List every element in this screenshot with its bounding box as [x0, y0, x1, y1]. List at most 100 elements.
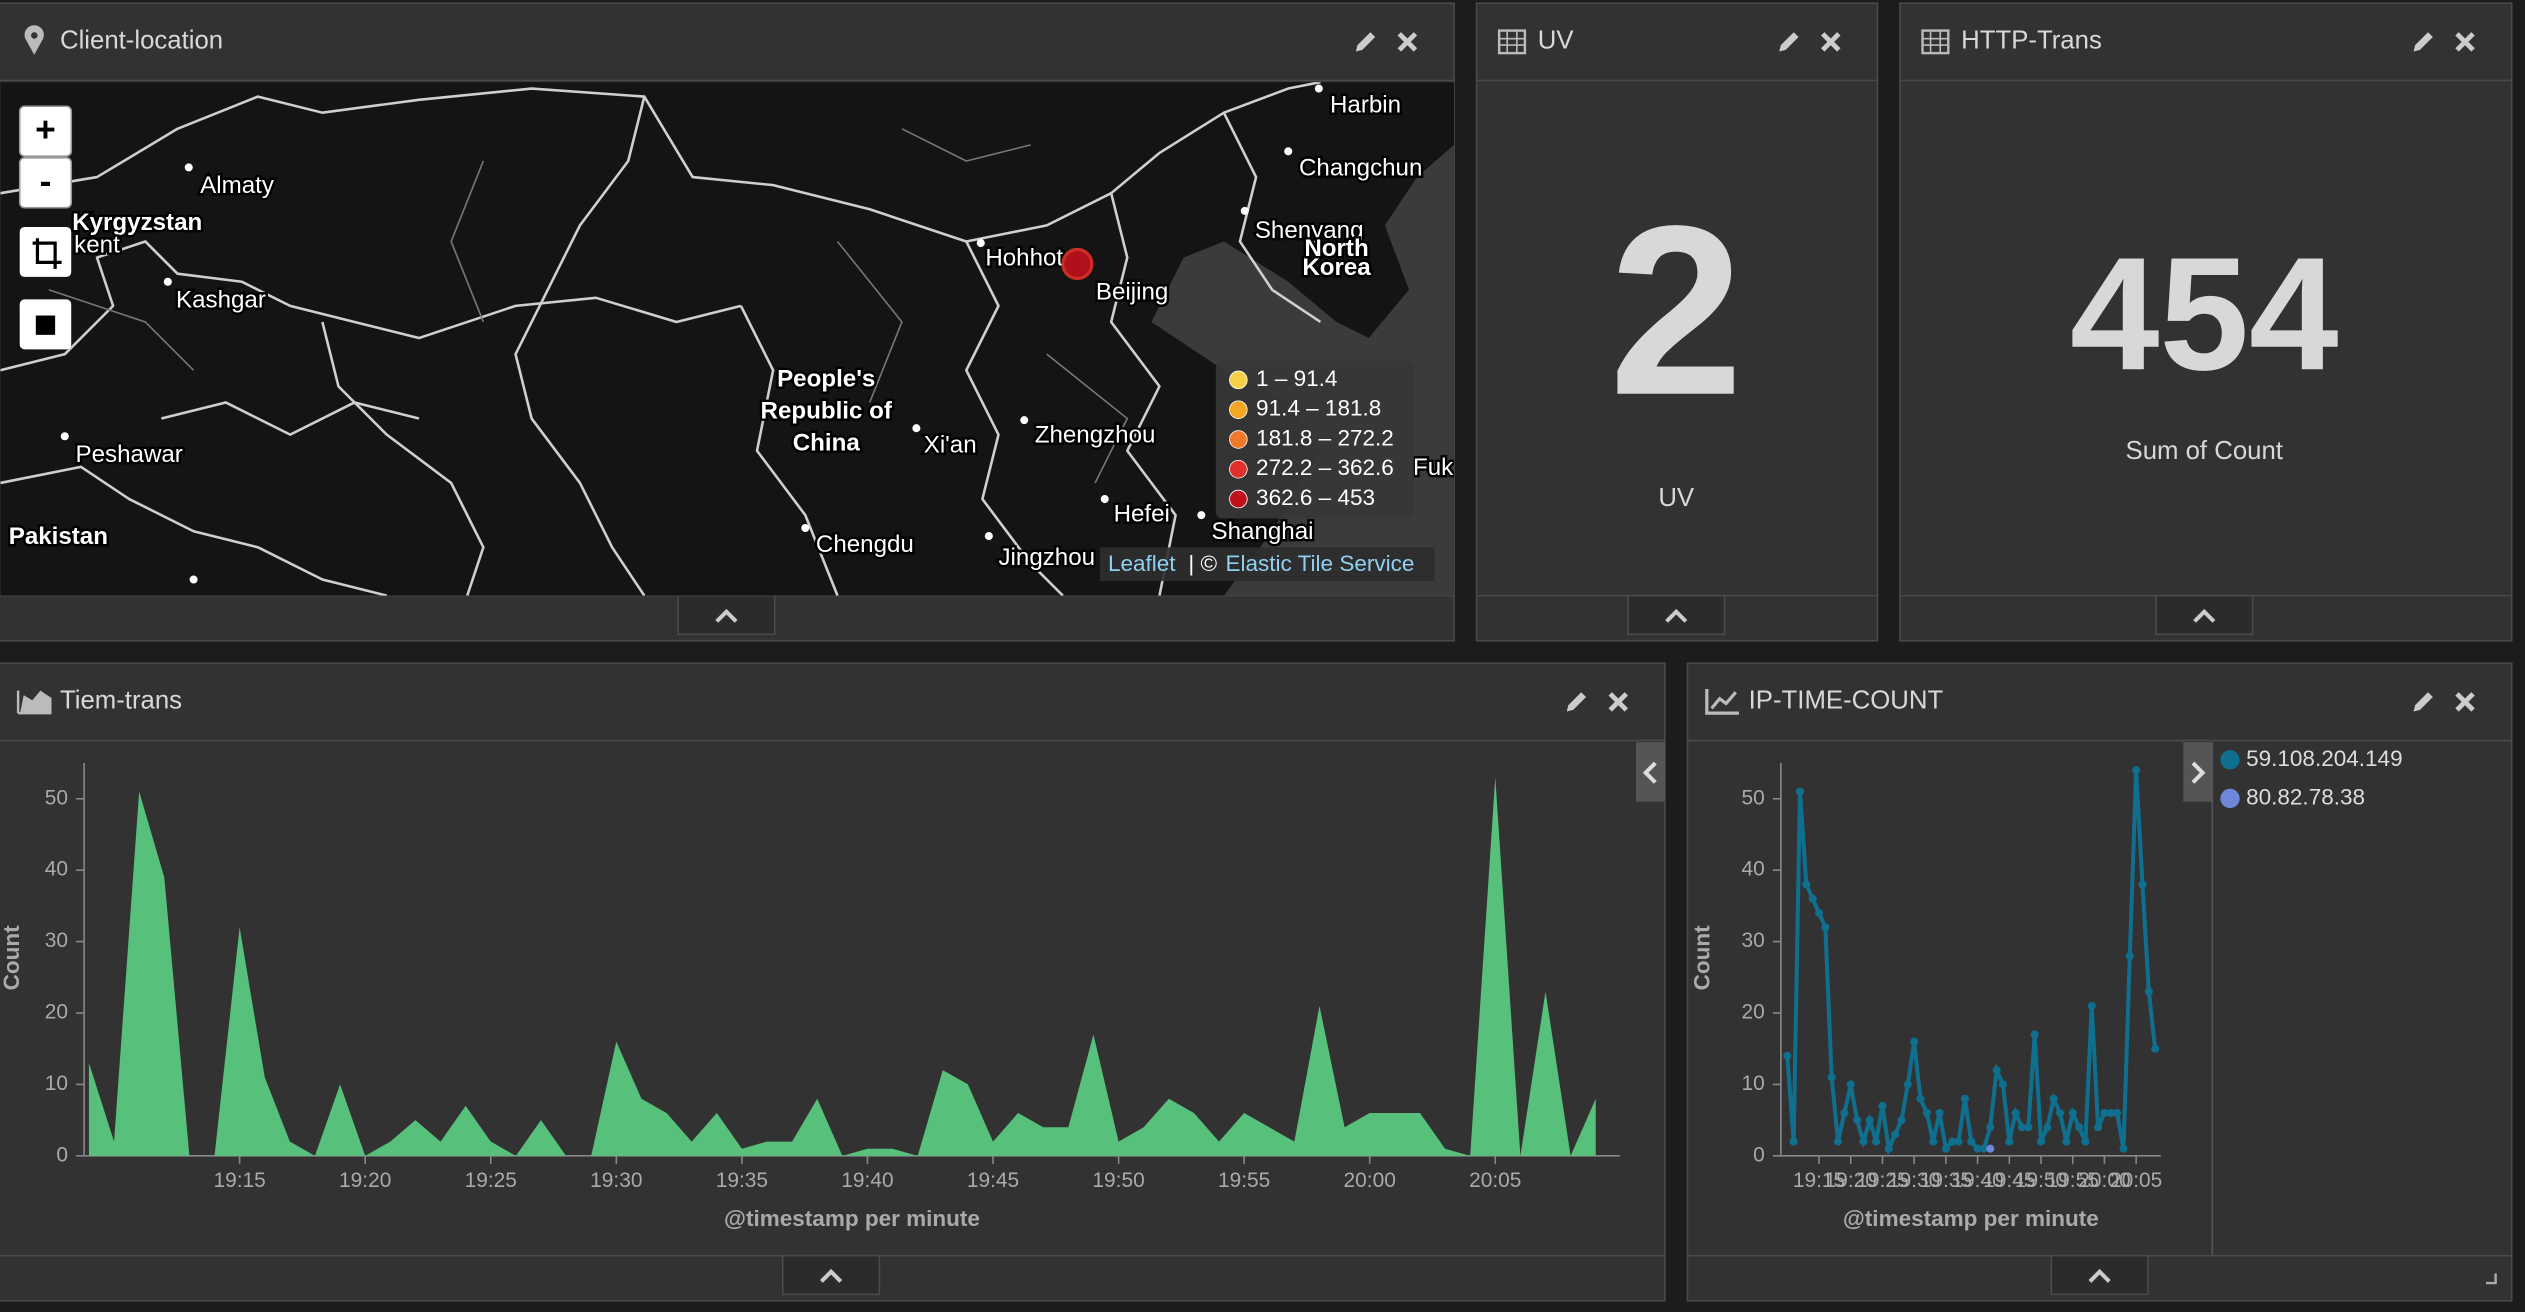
point[interactable] [2138, 880, 2146, 888]
point[interactable] [1955, 1138, 1963, 1146]
point[interactable] [1783, 1052, 1791, 1060]
y-tick-label: 10 [1741, 1072, 1764, 1095]
y-tick-label: 50 [1741, 786, 1764, 809]
collapse-tab[interactable] [678, 596, 775, 635]
y-tick-label: 0 [56, 1143, 68, 1166]
point[interactable] [1942, 1145, 1950, 1153]
point[interactable] [2005, 1138, 2013, 1146]
city-label: Chengdu [816, 531, 914, 558]
point[interactable] [2094, 1123, 2102, 1131]
legend-toggle[interactable] [2183, 742, 2212, 802]
city-label: Republic of [761, 397, 893, 424]
point[interactable] [1967, 1138, 1975, 1146]
point[interactable] [2012, 1109, 2020, 1117]
point[interactable] [1834, 1138, 1842, 1146]
x-tick-label: 20:00 [1344, 1169, 1396, 1192]
legend-toggle[interactable] [1636, 742, 1665, 802]
point[interactable] [1828, 1073, 1836, 1081]
point[interactable] [1986, 1123, 1994, 1131]
point[interactable] [1853, 1116, 1861, 1124]
point[interactable] [2062, 1138, 2070, 1146]
point[interactable] [2126, 952, 2134, 960]
panel-title: IP-TIME-COUNT [1749, 687, 1944, 715]
city-label: Beijing [1096, 278, 1168, 305]
point[interactable] [1872, 1138, 1880, 1146]
attribution-link[interactable]: Elastic Tile Service [1225, 551, 1414, 576]
city-label: China [793, 430, 861, 457]
zoom-symbol: + [35, 109, 56, 149]
draw-rect-button[interactable] [20, 227, 72, 277]
city-dot [61, 432, 69, 440]
x-tick-label: 19:30 [590, 1169, 642, 1192]
point[interactable] [1840, 1109, 1848, 1117]
point[interactable] [2050, 1095, 2058, 1103]
point[interactable] [2031, 1030, 2039, 1038]
point[interactable] [2056, 1109, 2064, 1117]
city-dot [985, 532, 993, 540]
city-label: Fuk [1413, 454, 1454, 481]
point[interactable] [2075, 1123, 2083, 1131]
point[interactable] [1809, 895, 1817, 903]
point[interactable] [1999, 1080, 2007, 1088]
legend-label[interactable]: 59.108.204.149 [2246, 746, 2403, 771]
city-dot [801, 524, 809, 532]
point[interactable] [1993, 1066, 2001, 1074]
point[interactable] [1891, 1130, 1899, 1138]
legend-label: 181.8 – 272.2 [1256, 425, 1394, 450]
point[interactable] [2119, 1145, 2127, 1153]
legend-label: 1 – 91.4 [1256, 366, 1337, 391]
point[interactable] [1961, 1095, 1969, 1103]
city-dot [1241, 207, 1249, 215]
point[interactable] [1802, 880, 1810, 888]
legend-swatch[interactable] [2220, 750, 2239, 769]
city-label: kent [74, 232, 120, 259]
metric-label: Sum of Count [2126, 437, 2283, 465]
point[interactable] [2088, 1002, 2096, 1010]
point[interactable] [1847, 1080, 1855, 1088]
point[interactable] [1796, 788, 1804, 796]
city-dot [164, 278, 172, 286]
point[interactable] [1923, 1109, 1931, 1117]
city-label: Xi'an [924, 431, 977, 458]
point[interactable] [2132, 766, 2140, 774]
map: HarbinChangchunShenyangNorthKoreaAlmatyK… [0, 82, 1454, 596]
point[interactable] [1821, 923, 1829, 931]
point[interactable] [2043, 1123, 2051, 1131]
point[interactable] [1815, 909, 1823, 917]
point[interactable] [1986, 1145, 1994, 1153]
point[interactable] [2145, 988, 2153, 996]
square-icon [36, 316, 55, 335]
collapse-tab[interactable] [2051, 1256, 2148, 1295]
point[interactable] [2024, 1123, 2032, 1131]
metric-value: 2 [1609, 176, 1743, 446]
point[interactable] [1897, 1116, 1905, 1124]
point[interactable] [1910, 1038, 1918, 1046]
point[interactable] [1790, 1138, 1798, 1146]
collapse-tab[interactable] [783, 1256, 880, 1295]
collapse-tab[interactable] [1628, 596, 1725, 635]
legend-swatch[interactable] [2220, 789, 2239, 808]
point[interactable] [1866, 1116, 1874, 1124]
legend-label[interactable]: 80.82.78.38 [2246, 784, 2365, 809]
point[interactable] [2081, 1138, 2089, 1146]
point[interactable] [2113, 1109, 2121, 1117]
location-marker[interactable] [1063, 250, 1092, 279]
point[interactable] [1885, 1145, 1893, 1153]
point[interactable] [2037, 1138, 2045, 1146]
point[interactable] [2069, 1109, 2077, 1117]
collapse-tab[interactable] [2156, 596, 2253, 635]
point[interactable] [1935, 1109, 1943, 1117]
point[interactable] [1904, 1080, 1912, 1088]
y-axis-title: Count [0, 925, 24, 991]
point[interactable] [1916, 1095, 1924, 1103]
y-tick-label: 20 [45, 1001, 68, 1024]
legend-swatch [1229, 460, 1247, 478]
legend-swatch [1229, 371, 1247, 389]
attribution-link[interactable]: Leaflet [1108, 551, 1176, 576]
point[interactable] [1859, 1138, 1867, 1146]
point[interactable] [2151, 1045, 2159, 1053]
point[interactable] [1878, 1102, 1886, 1110]
x-tick-label: 20:05 [1469, 1169, 1521, 1192]
point[interactable] [1929, 1138, 1937, 1146]
